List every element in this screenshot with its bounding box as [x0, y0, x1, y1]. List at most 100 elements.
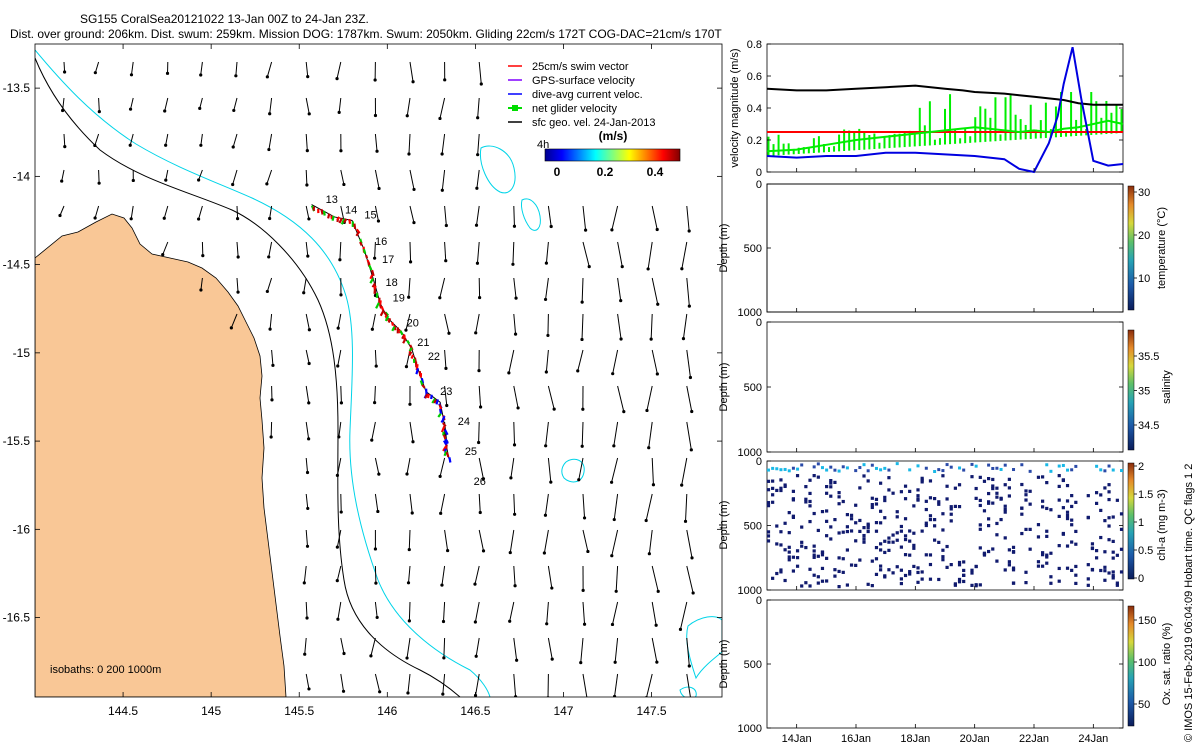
- chla-point: [766, 530, 771, 534]
- chla-point: [854, 469, 858, 473]
- chla-point: [970, 583, 974, 587]
- current-vector-head: [269, 435, 273, 439]
- current-vector: [477, 97, 480, 118]
- chla-point: [1111, 570, 1115, 574]
- chla-point: [833, 574, 837, 578]
- day-label: 14: [345, 204, 357, 216]
- chla-point: [1036, 475, 1041, 479]
- track-vector: [379, 304, 383, 309]
- chla-point: [779, 530, 783, 534]
- track-vector: [401, 333, 406, 340]
- chla-point: [845, 466, 849, 470]
- current-vector-head: [512, 224, 517, 228]
- track-vector: [322, 210, 326, 216]
- current-vector-head: [339, 293, 343, 297]
- x-tick-label: 145.5: [284, 704, 314, 718]
- current-vector-head: [513, 332, 518, 336]
- chla-point: [978, 527, 982, 531]
- chla-point: [1061, 463, 1065, 467]
- chla-point: [804, 545, 808, 550]
- current-vector: [408, 133, 411, 155]
- current-vector-head: [374, 364, 378, 368]
- chla-point: [928, 577, 933, 581]
- current-vector-head: [441, 692, 445, 696]
- chla-point: [1003, 536, 1007, 540]
- current-vector-head: [307, 217, 311, 221]
- chla-point: [870, 496, 874, 500]
- current-vector: [336, 565, 342, 581]
- chla-point: [779, 488, 783, 493]
- current-vector: [374, 133, 378, 152]
- current-vector: [409, 61, 414, 82]
- salinity-ylabel: Depth (m): [718, 363, 730, 412]
- chla-point: [1086, 494, 1090, 498]
- current-vector-head: [164, 178, 168, 182]
- current-vector-head: [441, 619, 446, 624]
- current-vector: [305, 529, 309, 547]
- x-tick-label: 146.5: [460, 704, 490, 718]
- chla-point: [1094, 556, 1099, 560]
- chla-panel: 0 500 1000 Depth (m) 2 1.5 1 0.5 0 chl-a (mg m…: [718, 456, 1168, 597]
- current-vector: [581, 313, 584, 340]
- date-tick-label: 22Jan: [1019, 733, 1049, 745]
- current-vector-head: [378, 690, 382, 694]
- current-vector: [545, 349, 549, 373]
- chla-point: [933, 496, 937, 501]
- current-vector-head: [612, 694, 617, 697]
- chla-point: [816, 575, 820, 579]
- current-vector: [337, 313, 342, 329]
- current-vector-head: [199, 143, 203, 147]
- current-vector: [271, 349, 274, 366]
- legend-label: GPS-surface velocity: [532, 75, 635, 87]
- current-vector: [266, 61, 273, 77]
- chla-point: [833, 468, 837, 472]
- track-vector: [369, 277, 375, 284]
- chla-point: [982, 553, 987, 557]
- x-tick-label: 144.5: [108, 704, 138, 718]
- chla-point: [1041, 551, 1045, 555]
- chla-point: [1057, 484, 1061, 489]
- chla-point: [933, 538, 937, 542]
- current-vector-head: [440, 152, 444, 156]
- chla-point: [887, 540, 891, 544]
- current-vector: [305, 673, 310, 690]
- chla-point: [787, 558, 791, 562]
- chla-point: [833, 518, 837, 522]
- current-vector-head: [580, 444, 584, 448]
- current-vector: [686, 529, 693, 558]
- current-vector-head: [647, 446, 651, 450]
- current-vector-head: [305, 616, 309, 620]
- track-vector: [426, 393, 430, 399]
- current-vector-head: [265, 289, 269, 294]
- current-vector: [543, 529, 549, 554]
- current-vector-head: [687, 304, 691, 308]
- figure-title: SG155 CoralSea20121022 13-Jan 00Z to 24-…: [80, 12, 369, 26]
- chla-point: [937, 468, 941, 472]
- current-vector: [645, 493, 653, 521]
- temperature-cbar-label: temperature (°C): [1156, 207, 1168, 289]
- oxygen-panel: 0 500 1000 14Jan 16Jan 18Jan 20Jan 22Jan 24Jan D…: [718, 595, 1173, 745]
- current-vector-head: [477, 440, 481, 445]
- chla-point: [991, 547, 995, 551]
- chla-point: [866, 522, 870, 526]
- chla-point: [779, 468, 783, 472]
- chla-point: [991, 466, 995, 470]
- chla-point: [858, 529, 862, 534]
- current-vector-head: [93, 71, 97, 75]
- chla-point: [941, 558, 945, 562]
- track-vector: [327, 213, 331, 219]
- chla-point: [791, 555, 796, 559]
- current-vector: [303, 277, 307, 293]
- current-vector-head: [444, 366, 448, 370]
- current-vector-head: [268, 327, 272, 331]
- velocity-tick-label: 0.8: [747, 39, 762, 51]
- current-vector: [611, 205, 619, 230]
- current-vector: [478, 421, 480, 443]
- current-vector-head: [376, 509, 380, 514]
- current-vector-head: [307, 361, 311, 366]
- chla-point: [949, 507, 953, 511]
- x-tick-label: 147: [553, 704, 573, 718]
- current-vector: [305, 421, 310, 439]
- current-vector: [338, 421, 342, 437]
